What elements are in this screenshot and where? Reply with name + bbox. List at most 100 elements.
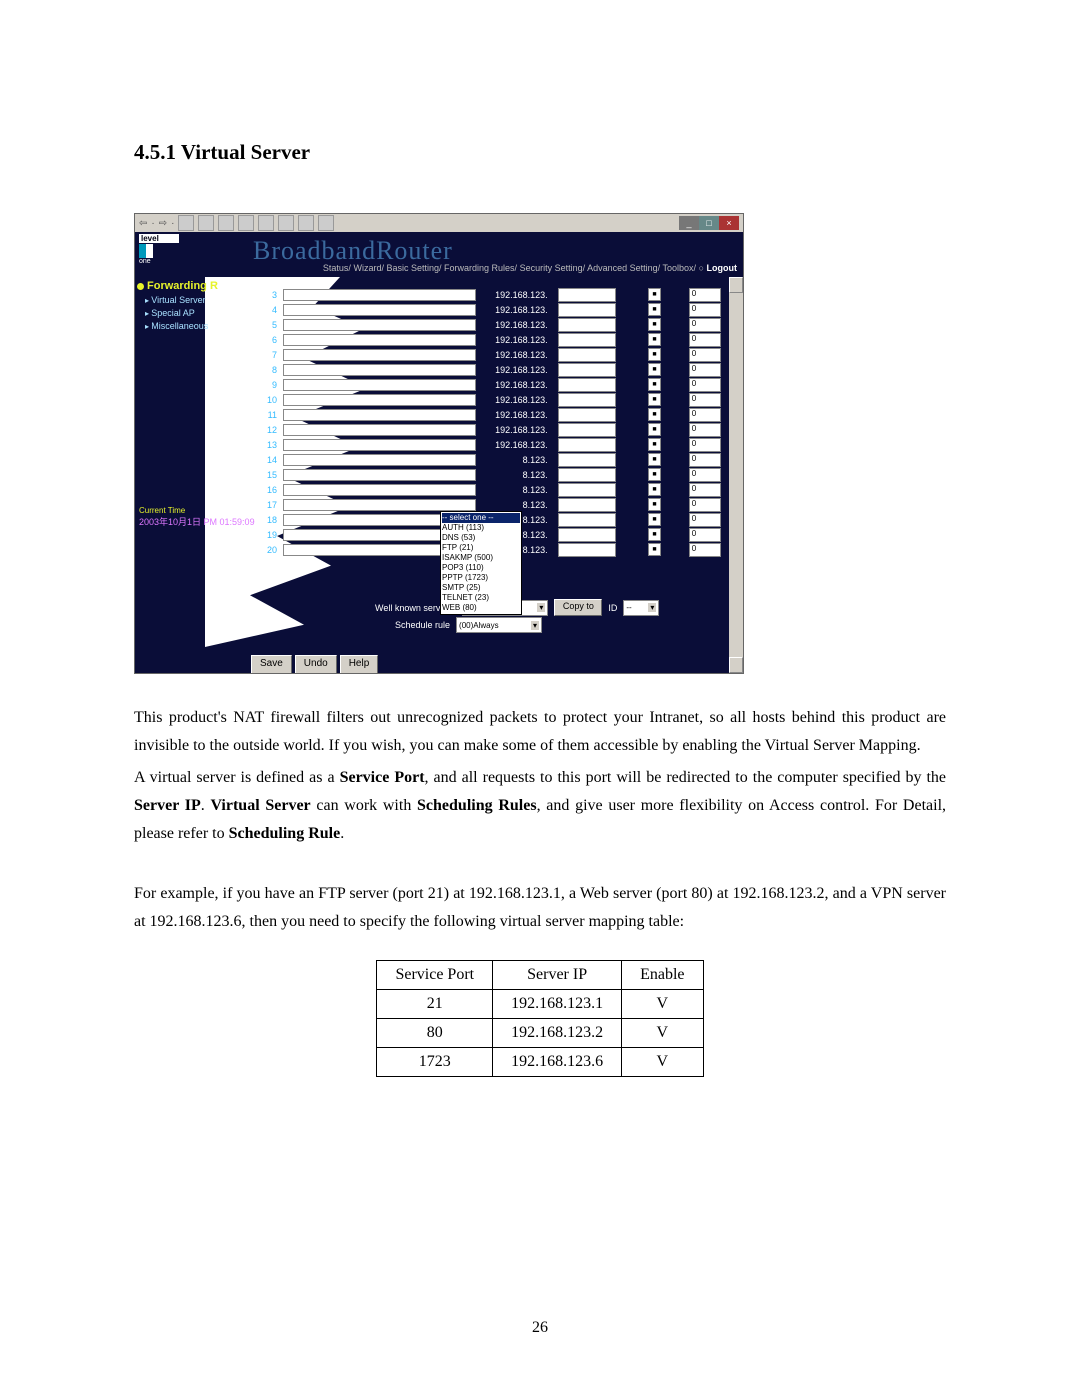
scroll-up-icon[interactable] bbox=[729, 277, 743, 293]
use-rule-input[interactable]: 0 bbox=[689, 318, 721, 332]
schedule-select[interactable]: (00)Always bbox=[456, 617, 542, 633]
copy-id-select[interactable]: -- bbox=[623, 600, 659, 616]
service-port-input[interactable] bbox=[558, 393, 617, 407]
dropdown-option[interactable]: PPTP (1723) bbox=[442, 573, 520, 583]
fav-icon[interactable] bbox=[258, 215, 274, 231]
server-ip-input[interactable] bbox=[283, 334, 476, 346]
service-port-input[interactable] bbox=[558, 528, 617, 542]
dropdown-option[interactable]: POP3 (110) bbox=[442, 563, 520, 573]
use-rule-input[interactable]: 0 bbox=[689, 528, 721, 542]
dropdown-option[interactable]: TELNET (23) bbox=[442, 593, 520, 603]
enable-checkbox[interactable] bbox=[648, 498, 660, 511]
use-rule-input[interactable]: 0 bbox=[689, 423, 721, 437]
enable-checkbox[interactable] bbox=[648, 483, 660, 496]
copy-to-button[interactable]: Copy to bbox=[554, 599, 602, 616]
service-port-input[interactable] bbox=[558, 498, 617, 512]
undo-button[interactable]: Undo bbox=[295, 655, 337, 673]
help-button[interactable]: Help bbox=[340, 655, 379, 673]
search-icon[interactable] bbox=[238, 215, 254, 231]
mail-icon[interactable] bbox=[298, 215, 314, 231]
service-port-input[interactable] bbox=[558, 363, 617, 377]
window-min-icon[interactable]: _ bbox=[679, 216, 699, 230]
scrollbar[interactable] bbox=[729, 277, 743, 673]
dropdown-option[interactable]: ISAKMP (500) bbox=[442, 553, 520, 563]
server-ip-input[interactable] bbox=[283, 469, 476, 481]
enable-checkbox[interactable] bbox=[648, 363, 660, 376]
nav-back-icon[interactable]: ⇦ bbox=[139, 218, 147, 229]
server-ip-input[interactable] bbox=[283, 364, 476, 376]
server-ip-input[interactable] bbox=[283, 289, 476, 301]
enable-checkbox[interactable] bbox=[648, 318, 660, 331]
server-ip-input[interactable] bbox=[283, 499, 476, 511]
use-rule-input[interactable]: 0 bbox=[689, 468, 721, 482]
server-ip-input[interactable] bbox=[283, 379, 476, 391]
service-port-input[interactable] bbox=[558, 543, 617, 557]
enable-checkbox[interactable] bbox=[648, 393, 660, 406]
enable-checkbox[interactable] bbox=[648, 378, 660, 391]
enable-checkbox[interactable] bbox=[648, 453, 660, 466]
server-ip-input[interactable] bbox=[283, 319, 476, 331]
service-port-input[interactable] bbox=[558, 318, 617, 332]
service-port-input[interactable] bbox=[558, 453, 617, 467]
nav-fwd-icon[interactable]: ⇨ bbox=[159, 218, 167, 229]
enable-checkbox[interactable] bbox=[648, 528, 660, 541]
window-max-icon[interactable]: □ bbox=[699, 216, 719, 230]
refresh-icon[interactable] bbox=[198, 215, 214, 231]
service-dropdown[interactable]: -- select one --AUTH (113)DNS (53)FTP (2… bbox=[440, 511, 522, 615]
server-ip-input[interactable] bbox=[283, 409, 476, 421]
service-port-input[interactable] bbox=[558, 408, 617, 422]
service-port-input[interactable] bbox=[558, 288, 617, 302]
server-ip-input[interactable] bbox=[283, 349, 476, 361]
enable-checkbox[interactable] bbox=[648, 333, 660, 346]
use-rule-input[interactable]: 0 bbox=[689, 363, 721, 377]
use-rule-input[interactable]: 0 bbox=[689, 453, 721, 467]
enable-checkbox[interactable] bbox=[648, 468, 660, 481]
use-rule-input[interactable]: 0 bbox=[689, 498, 721, 512]
server-ip-input[interactable] bbox=[283, 454, 476, 466]
enable-checkbox[interactable] bbox=[648, 288, 660, 301]
enable-checkbox[interactable] bbox=[648, 423, 660, 436]
dropdown-option[interactable]: SMTP (25) bbox=[442, 583, 520, 593]
server-ip-input[interactable] bbox=[283, 484, 476, 496]
use-rule-input[interactable]: 0 bbox=[689, 333, 721, 347]
use-rule-input[interactable]: 0 bbox=[689, 348, 721, 362]
service-port-input[interactable] bbox=[558, 468, 617, 482]
service-port-input[interactable] bbox=[558, 303, 617, 317]
sidebar-item-special-ap[interactable]: Special AP bbox=[145, 307, 245, 320]
service-port-input[interactable] bbox=[558, 513, 617, 527]
save-button[interactable]: Save bbox=[251, 655, 292, 673]
sidebar-item-virtual-server[interactable]: Virtual Server bbox=[145, 294, 245, 307]
use-rule-input[interactable]: 0 bbox=[689, 438, 721, 452]
home-icon[interactable] bbox=[218, 215, 234, 231]
dropdown-option[interactable]: WEB (80) bbox=[442, 603, 520, 613]
service-port-input[interactable] bbox=[558, 423, 617, 437]
enable-checkbox[interactable] bbox=[648, 438, 660, 451]
service-port-input[interactable] bbox=[558, 483, 617, 497]
enable-checkbox[interactable] bbox=[648, 543, 660, 556]
sidebar-item-misc[interactable]: Miscellaneous bbox=[145, 320, 245, 333]
top-nav[interactable]: Status/ Wizard/ Basic Setting/ Forwardin… bbox=[323, 263, 737, 273]
service-port-input[interactable] bbox=[558, 348, 617, 362]
dropdown-option[interactable]: AUTH (113) bbox=[442, 523, 520, 533]
window-close-icon[interactable]: × bbox=[719, 216, 739, 230]
stop-icon[interactable] bbox=[178, 215, 194, 231]
use-rule-input[interactable]: 0 bbox=[689, 513, 721, 527]
service-port-input[interactable] bbox=[558, 438, 617, 452]
dropdown-option[interactable]: FTP (21) bbox=[442, 543, 520, 553]
use-rule-input[interactable]: 0 bbox=[689, 288, 721, 302]
server-ip-input[interactable] bbox=[283, 439, 476, 451]
use-rule-input[interactable]: 0 bbox=[689, 408, 721, 422]
history-icon[interactable] bbox=[278, 215, 294, 231]
enable-checkbox[interactable] bbox=[648, 303, 660, 316]
use-rule-input[interactable]: 0 bbox=[689, 483, 721, 497]
dropdown-option[interactable]: DNS (53) bbox=[442, 533, 520, 543]
logout-link[interactable]: Logout bbox=[707, 263, 738, 273]
enable-checkbox[interactable] bbox=[648, 513, 660, 526]
dropdown-option[interactable]: -- select one -- bbox=[442, 513, 520, 523]
enable-checkbox[interactable] bbox=[648, 408, 660, 421]
service-port-input[interactable] bbox=[558, 333, 617, 347]
print-icon[interactable] bbox=[318, 215, 334, 231]
service-port-input[interactable] bbox=[558, 378, 617, 392]
use-rule-input[interactable]: 0 bbox=[689, 378, 721, 392]
use-rule-input[interactable]: 0 bbox=[689, 303, 721, 317]
